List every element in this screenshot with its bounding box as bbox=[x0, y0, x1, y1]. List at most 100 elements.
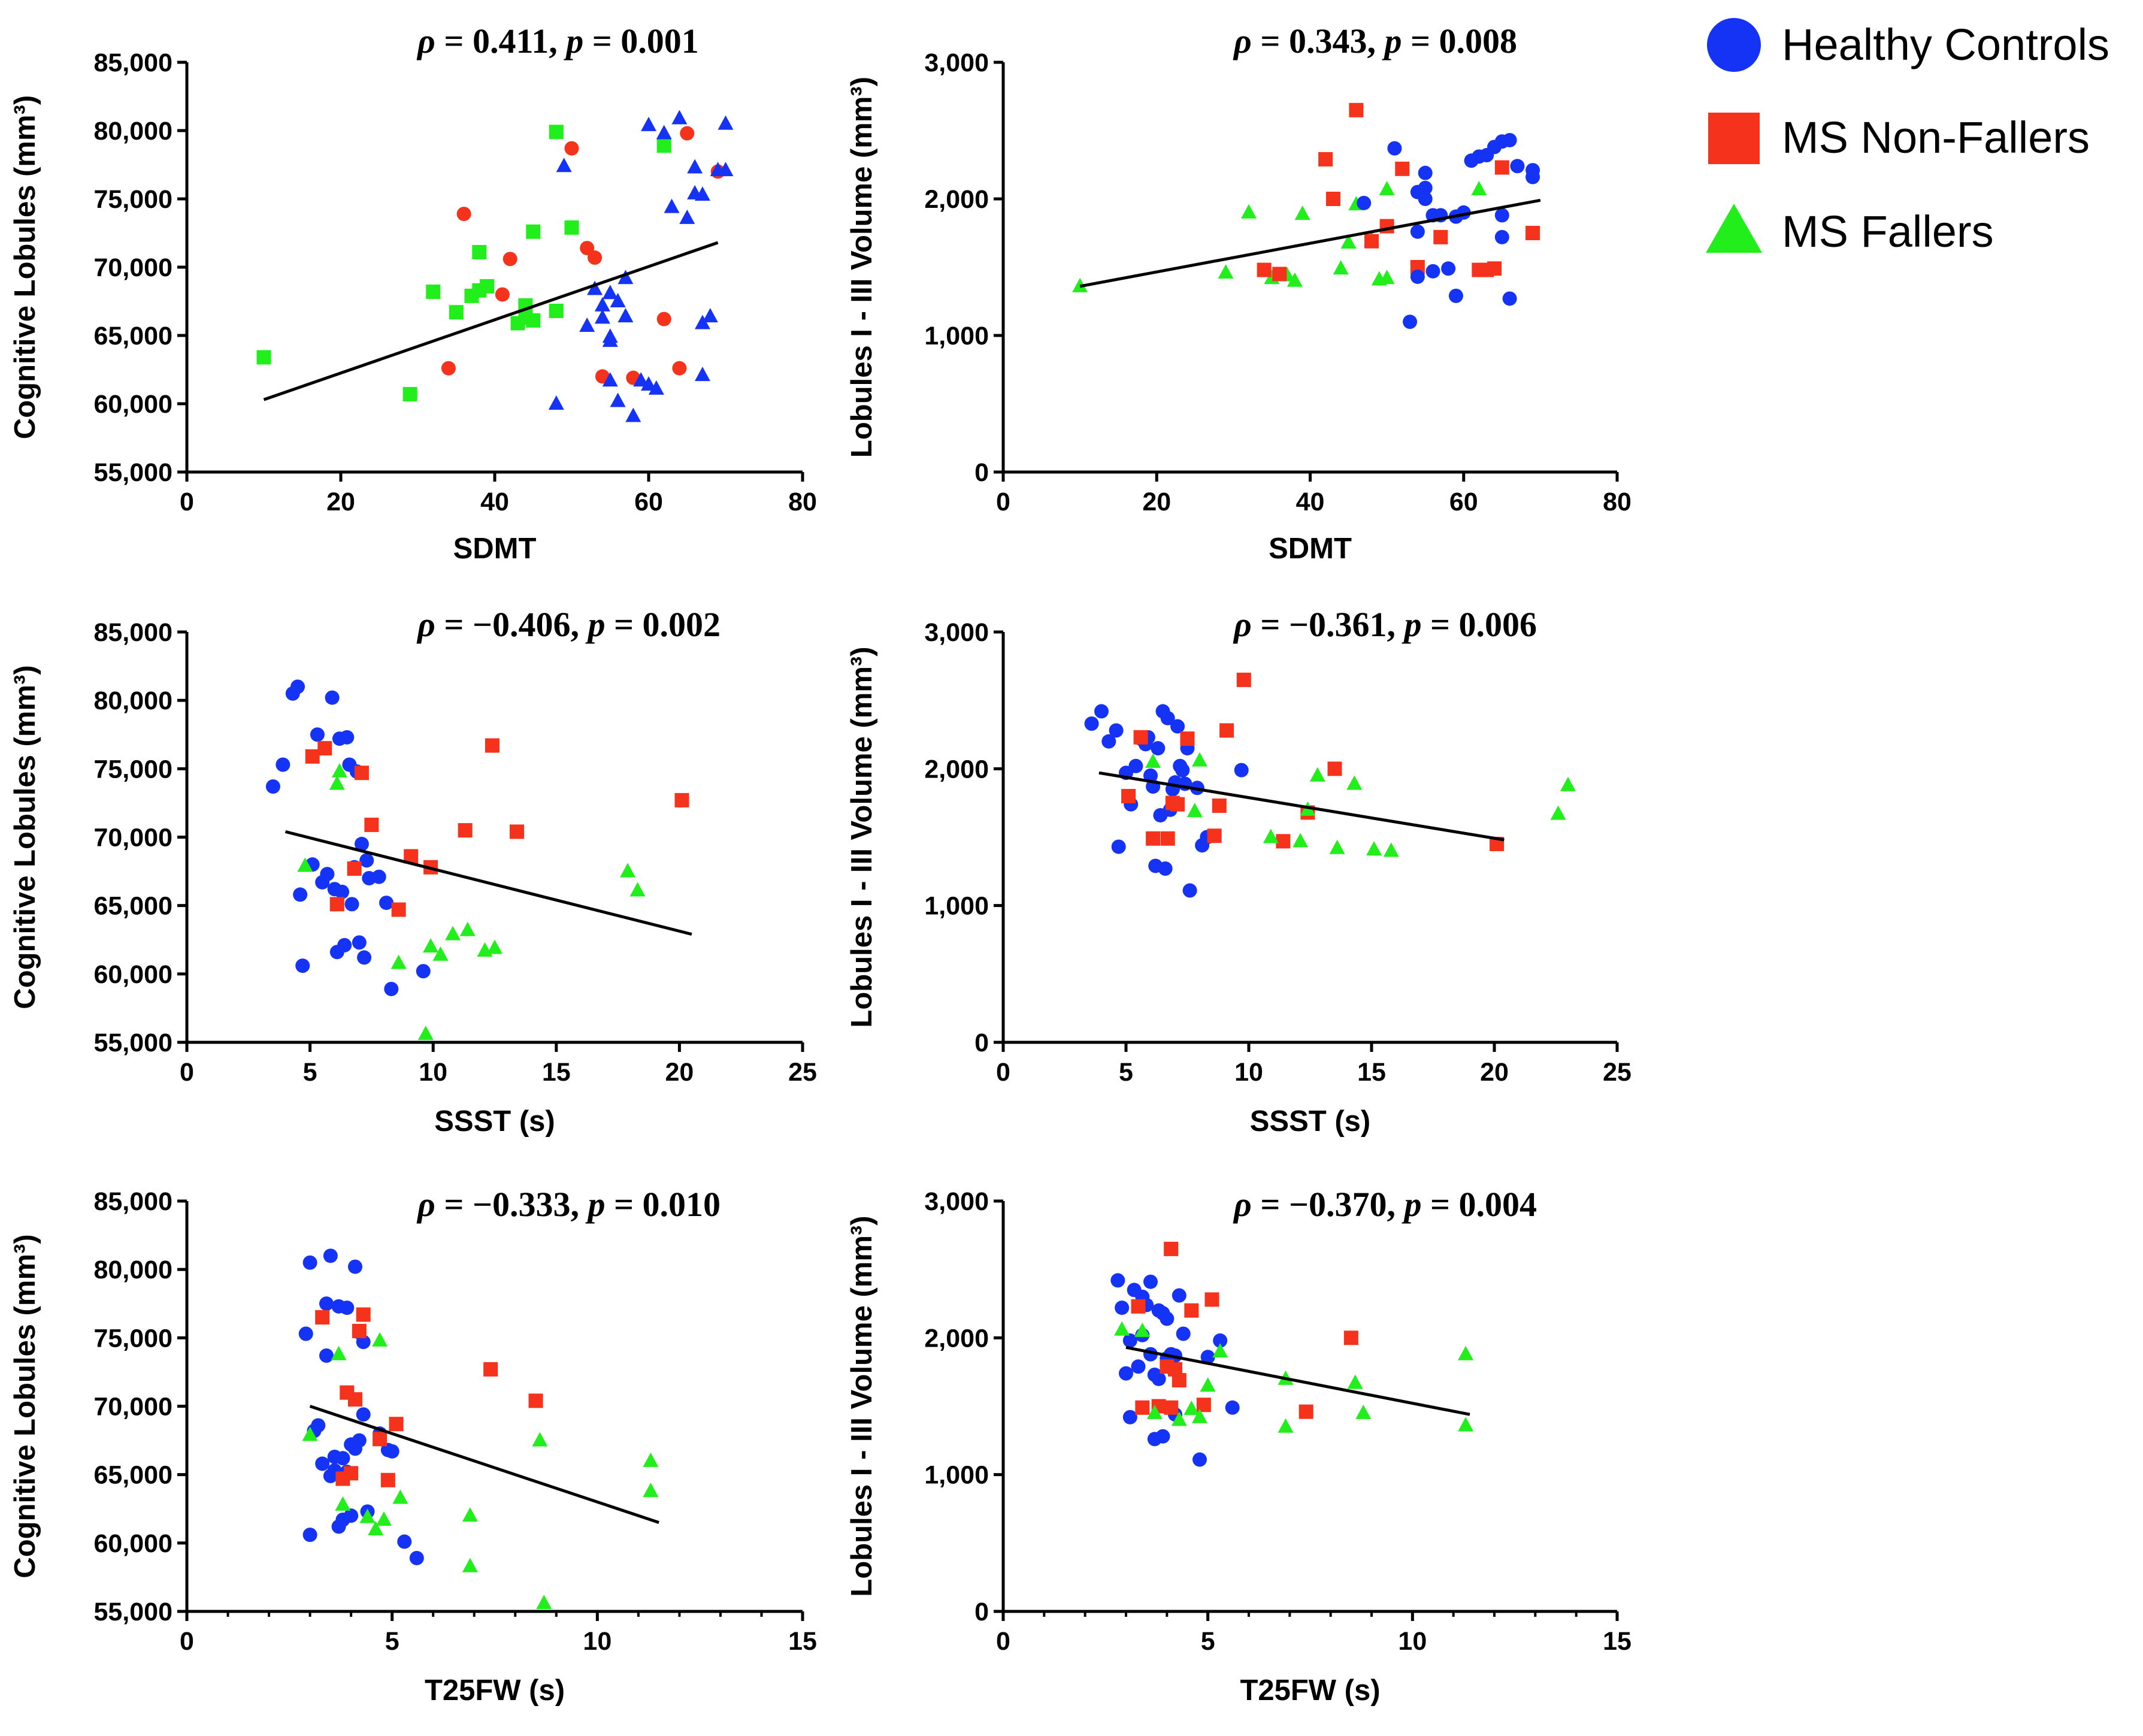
stat-value: = −0.333, bbox=[435, 1185, 588, 1224]
x-tick-label: 20 bbox=[1480, 1058, 1509, 1087]
data-point-triangle bbox=[1329, 839, 1345, 854]
data-point-triangle bbox=[1192, 752, 1207, 767]
data-point-circle bbox=[325, 690, 340, 705]
data-point-circle bbox=[323, 1248, 338, 1263]
data-point-triangle bbox=[679, 209, 695, 224]
data-point-circle bbox=[1160, 1311, 1175, 1326]
data-point-circle bbox=[1172, 1288, 1186, 1303]
x-tick-label: 25 bbox=[788, 1058, 817, 1087]
y-axis-title: Cognitive Lobules (mm³) bbox=[9, 665, 41, 1009]
data-point-circle bbox=[1111, 839, 1126, 854]
data-point-square bbox=[329, 897, 344, 912]
data-point-triangle bbox=[302, 1426, 318, 1441]
stat-symbol: ρ bbox=[416, 605, 435, 644]
x-tick-label: 15 bbox=[542, 1058, 571, 1087]
data-point-triangle bbox=[432, 946, 449, 961]
data-point-square bbox=[1131, 1299, 1146, 1314]
legend-item-ms-non-fallers: MS Non-Fallers bbox=[1708, 113, 2090, 164]
y-tick-label: 80,000 bbox=[93, 117, 172, 146]
data-point-circle bbox=[441, 361, 456, 376]
stat-symbol: ρ bbox=[416, 22, 435, 61]
y-tick-label: 80,000 bbox=[93, 1256, 172, 1284]
data-point-triangle bbox=[664, 198, 680, 213]
data-point-triangle bbox=[610, 293, 626, 307]
data-point-circle bbox=[1418, 165, 1433, 180]
data-point-triangle bbox=[1340, 234, 1357, 249]
data-point-circle bbox=[1403, 314, 1418, 329]
y-tick-label: 60,000 bbox=[93, 390, 172, 419]
y-tick-label: 3,000 bbox=[924, 618, 989, 647]
data-point-circle bbox=[1115, 1301, 1130, 1315]
data-point-circle bbox=[320, 867, 335, 882]
data-point-triangle bbox=[718, 115, 734, 130]
x-tick-label: 10 bbox=[419, 1058, 447, 1087]
y-tick-label: 70,000 bbox=[93, 253, 172, 282]
legend: Healthy Controls MS Non-Fallers MS Falle… bbox=[1706, 18, 2109, 256]
data-point-triangle bbox=[335, 1496, 351, 1511]
data-point-circle bbox=[337, 937, 352, 952]
data-point-triangle bbox=[629, 882, 646, 897]
y-tick-label: 85,000 bbox=[93, 49, 172, 77]
data-point-circle bbox=[1122, 1410, 1137, 1425]
data-point-square bbox=[1196, 1398, 1211, 1413]
data-point-square bbox=[402, 387, 417, 402]
data-point-circle bbox=[1410, 224, 1425, 239]
data-point-square bbox=[347, 1392, 362, 1407]
stat-value: = 0.010 bbox=[606, 1185, 721, 1224]
data-point-square bbox=[1349, 102, 1364, 117]
data-point-square bbox=[656, 138, 671, 153]
data-point-triangle bbox=[391, 954, 407, 969]
data-point-circle bbox=[384, 981, 399, 996]
data-point-circle bbox=[335, 1451, 350, 1466]
data-point-triangle bbox=[1114, 1321, 1130, 1336]
data-point-square bbox=[391, 902, 406, 917]
data-point-circle bbox=[1128, 758, 1143, 773]
x-tick-label: 15 bbox=[1603, 1627, 1632, 1656]
data-point-circle bbox=[672, 361, 687, 376]
y-tick-label: 3,000 bbox=[924, 49, 989, 77]
data-point-triangle bbox=[462, 1557, 478, 1572]
data-point-square bbox=[356, 1307, 371, 1322]
data-point-triangle bbox=[1263, 828, 1279, 843]
data-point-circle bbox=[1160, 710, 1175, 725]
stat-value: = 0.001 bbox=[583, 22, 699, 61]
data-point-triangle bbox=[372, 1332, 388, 1347]
data-point-square bbox=[364, 817, 379, 832]
data-point-triangle bbox=[1186, 803, 1203, 818]
data-point-circle bbox=[310, 727, 325, 742]
y-tick-label: 70,000 bbox=[93, 1393, 172, 1422]
data-point-square bbox=[1525, 226, 1540, 240]
data-point-square bbox=[354, 766, 369, 781]
data-point-square bbox=[549, 125, 564, 140]
data-point-triangle bbox=[487, 939, 503, 954]
data-point-square bbox=[1164, 1400, 1179, 1415]
data-point-circle bbox=[397, 1534, 412, 1549]
data-point-triangle bbox=[579, 317, 595, 332]
data-point-circle bbox=[1084, 716, 1099, 731]
data-point-square bbox=[1207, 828, 1222, 843]
scatter-panel-3: 55,000 60,000 65,000 70,000 75,000 80,000 85,0… bbox=[9, 605, 817, 1138]
y-tick-label: 85,000 bbox=[93, 1187, 172, 1216]
data-point-triangle bbox=[392, 1489, 408, 1504]
y-tick-label: 2,000 bbox=[924, 1324, 989, 1353]
data-point-square bbox=[1433, 229, 1448, 244]
data-point-triangle bbox=[1333, 260, 1349, 275]
data-point-circle bbox=[456, 207, 471, 222]
x-tick-label: 10 bbox=[1398, 1627, 1427, 1656]
data-point-square bbox=[1325, 192, 1340, 206]
data-point-circle bbox=[1502, 132, 1517, 147]
correlation-annotation: ρ = 0.343, p = 0.008 bbox=[1233, 22, 1517, 61]
data-point-triangle bbox=[694, 186, 710, 201]
y-tick-label: 3,000 bbox=[924, 1187, 989, 1216]
y-tick-label: 55,000 bbox=[93, 1598, 172, 1626]
y-tick-label: 60,000 bbox=[93, 960, 172, 989]
data-point-square bbox=[1343, 1330, 1358, 1345]
data-point-circle bbox=[1158, 861, 1173, 876]
x-tick-label: 20 bbox=[665, 1058, 694, 1087]
data-point-circle bbox=[588, 250, 603, 265]
data-point-triangle bbox=[556, 158, 572, 173]
data-point-square bbox=[472, 244, 487, 259]
data-point-square bbox=[1298, 1404, 1313, 1419]
x-tick-label: 5 bbox=[1201, 1627, 1215, 1656]
y-tick-label: 1,000 bbox=[924, 1461, 989, 1490]
